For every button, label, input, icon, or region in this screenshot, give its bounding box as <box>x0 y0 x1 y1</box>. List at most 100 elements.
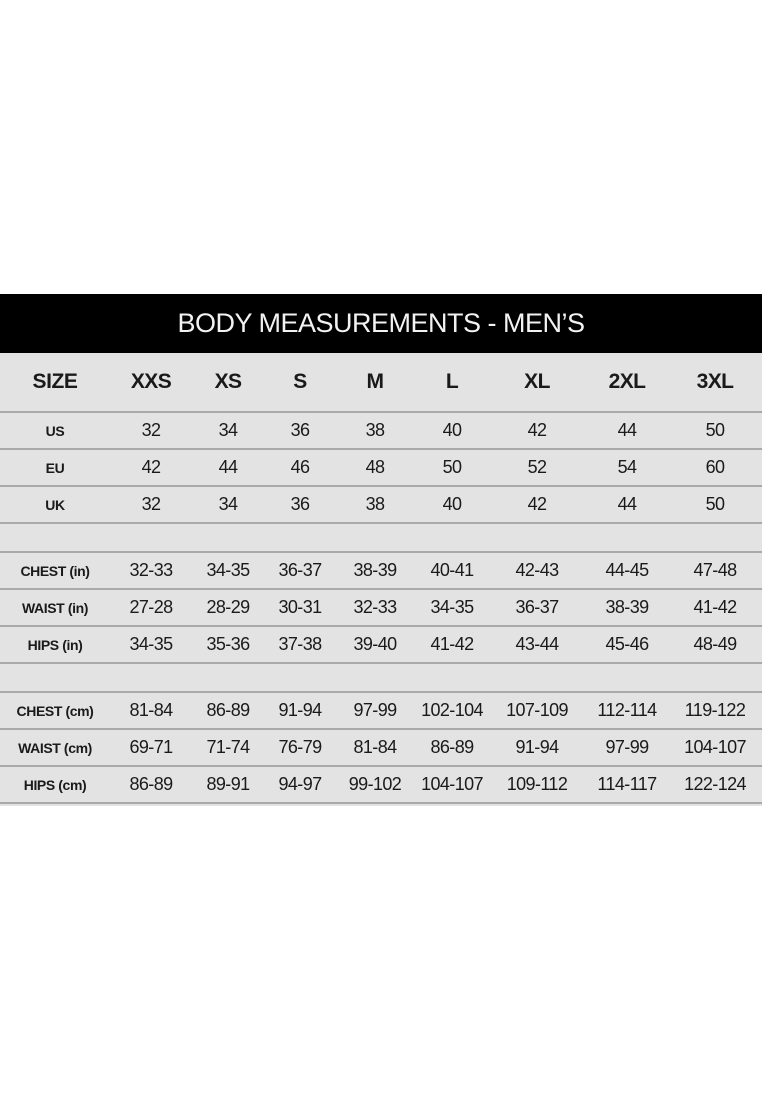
group-spacer <box>0 664 762 693</box>
table-cell: 42 <box>141 457 161 477</box>
table-cell: 40 <box>442 420 462 440</box>
table-cell: 32-33 <box>353 597 397 617</box>
table-row: WAIST (cm) 69-71 71-74 76-79 81-84 86-89 91-94… <box>0 730 762 767</box>
table-cell: 97-99 <box>605 737 649 757</box>
table-cell: 43-44 <box>515 634 559 654</box>
table-row: US 32 34 36 38 40 42 44 50 <box>0 413 762 450</box>
table-cell: 48 <box>365 457 385 477</box>
table-row: WAIST (in) 27-28 28-29 30-31 32-33 34-35 36-37… <box>0 590 762 627</box>
table-cell: 40-41 <box>430 560 474 580</box>
table-row: CHEST (cm) 81-84 86-89 91-94 97-99 102-104 107… <box>0 693 762 730</box>
table-cell: 109-112 <box>506 774 568 794</box>
table-cell: 42-43 <box>515 560 559 580</box>
table-cell: 86-89 <box>129 774 173 794</box>
table-cell: 27-28 <box>129 597 173 617</box>
table-row: CHEST (in) 32-33 34-35 36-37 38-39 40-41 42-43… <box>0 553 762 590</box>
table-cell: 54 <box>617 457 637 477</box>
table-cell: 36 <box>290 494 310 514</box>
group-spacer <box>0 524 762 553</box>
table-cell: 94-97 <box>278 774 322 794</box>
table-cell: 32 <box>141 420 161 440</box>
table-cell: 45-46 <box>605 634 649 654</box>
table-cell: 34 <box>218 494 238 514</box>
size-header-cell: XXS <box>130 370 172 393</box>
table-row: EU 42 44 46 48 50 52 54 60 <box>0 450 762 487</box>
table-cell: 37-38 <box>278 634 322 654</box>
row-label: WAIST (cm) <box>18 739 92 756</box>
table-row: UK 32 34 36 38 40 42 44 50 <box>0 487 762 524</box>
table-cell: 36-37 <box>515 597 559 617</box>
table-cell: 46 <box>290 457 310 477</box>
table-cell: 34 <box>218 420 238 440</box>
table-cell: 50 <box>705 494 725 514</box>
row-label: EU <box>45 459 65 476</box>
table-cell: 41-42 <box>430 634 474 654</box>
table-cell: 38-39 <box>605 597 649 617</box>
table-cell: 42 <box>527 420 547 440</box>
row-label: CHEST (cm) <box>16 702 94 719</box>
table-cell: 114-117 <box>597 774 657 794</box>
table-cell: 36 <box>290 420 310 440</box>
table-cell: 38-39 <box>353 560 397 580</box>
table-cell: 91-94 <box>278 700 322 720</box>
size-header-cell: S <box>293 370 307 393</box>
table-cell: 28-29 <box>206 597 250 617</box>
table-cell: 97-99 <box>353 700 397 720</box>
row-label: UK <box>45 496 65 513</box>
table-cell: 104-107 <box>684 737 746 757</box>
table-cell: 38 <box>365 420 385 440</box>
table-cell: 32-33 <box>129 560 173 580</box>
table-cell: 86-89 <box>206 700 250 720</box>
table-cell: 42 <box>527 494 547 514</box>
size-chart: BODY MEASUREMENTS - MEN’S SIZE XXS XS S M L XL… <box>0 294 762 806</box>
table-cell: 48-49 <box>693 634 737 654</box>
table-cell: 69-71 <box>129 737 173 757</box>
table-cell: 122-124 <box>684 774 746 794</box>
table-cell: 44 <box>617 420 637 440</box>
table-cell: 32 <box>141 494 161 514</box>
table-cell: 38 <box>365 494 385 514</box>
row-label: US <box>45 422 65 439</box>
table-cell: 52 <box>527 457 547 477</box>
table-cell: 76-79 <box>278 737 322 757</box>
table-row: HIPS (cm) 86-89 89-91 94-97 99-102 104-107 109… <box>0 767 762 804</box>
table-cell: 60 <box>705 457 725 477</box>
table-cell: 86-89 <box>430 737 474 757</box>
row-label: CHEST (in) <box>20 562 90 579</box>
table-cell: 36-37 <box>278 560 322 580</box>
table-cell: 30-31 <box>278 597 322 617</box>
size-header-label: SIZE <box>32 370 78 393</box>
size-header-cell: L <box>445 370 459 393</box>
table-cell: 104-107 <box>421 774 483 794</box>
table-cell: 50 <box>705 420 725 440</box>
table-cell: 34-35 <box>206 560 250 580</box>
table-cell: 47-48 <box>693 560 737 580</box>
table-cell: 91-94 <box>515 737 559 757</box>
table-cell: 44 <box>218 457 238 477</box>
size-header-cell: 3XL <box>696 370 734 393</box>
table-cell: 107-109 <box>506 700 568 720</box>
size-header-cell: M <box>366 370 385 393</box>
table-cell: 81-84 <box>353 737 397 757</box>
table-cell: 119-122 <box>684 700 746 720</box>
table-cell: 50 <box>442 457 462 477</box>
row-label: HIPS (cm) <box>23 776 87 793</box>
row-label: HIPS (in) <box>27 636 83 653</box>
table-cell: 40 <box>442 494 462 514</box>
table-cell: 112-114 <box>597 700 657 720</box>
table-cell: 44-45 <box>605 560 649 580</box>
table-cell: 102-104 <box>421 700 483 720</box>
size-header-row: SIZE XXS XS S M L XL 2XL 3XL <box>0 353 762 413</box>
table-cell: 35-36 <box>206 634 250 654</box>
table-cell: 34-35 <box>430 597 474 617</box>
table-row: HIPS (in) 34-35 35-36 37-38 39-40 41-42 43-44 4… <box>0 627 762 664</box>
row-label: WAIST (in) <box>22 599 88 616</box>
table-cell: 34-35 <box>129 634 173 654</box>
table-cell: 81-84 <box>129 700 173 720</box>
table-cell: 99-102 <box>348 774 402 794</box>
table-cell: 39-40 <box>353 634 397 654</box>
size-header-cell: 2XL <box>608 370 646 393</box>
table-cell: 71-74 <box>206 737 250 757</box>
table-cell: 41-42 <box>693 597 737 617</box>
table-cell: 89-91 <box>206 774 250 794</box>
